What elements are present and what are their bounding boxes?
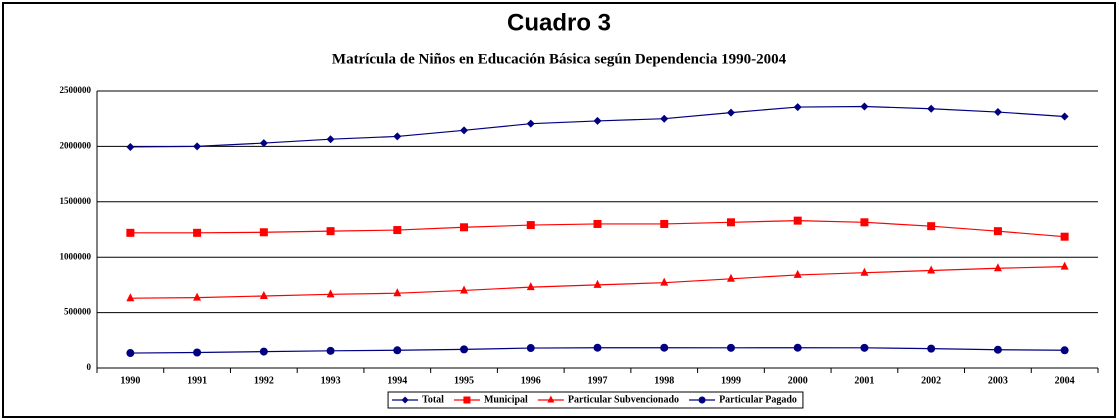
legend-label: Municipal xyxy=(484,394,528,405)
legend: Total Municipal Particular Subvencionado Pa… xyxy=(387,391,804,409)
x-tick-label: 2003 xyxy=(988,375,1008,386)
marker xyxy=(526,282,535,291)
x-tick-label: 1996 xyxy=(521,375,541,386)
marker xyxy=(193,142,202,151)
marker xyxy=(793,343,802,352)
marker xyxy=(860,267,869,276)
marker xyxy=(860,102,869,111)
marker xyxy=(593,116,602,125)
marker xyxy=(326,135,335,144)
marker xyxy=(927,265,936,274)
marker xyxy=(726,343,735,352)
x-tick-label: 1992 xyxy=(254,375,274,386)
x-tick-label: 1991 xyxy=(187,375,207,386)
chart-subtitle: Matrícula de Niños en Educación Básica s… xyxy=(332,51,787,67)
marker xyxy=(126,349,135,358)
legend-label: Particular Pagado xyxy=(719,394,797,405)
marker xyxy=(593,279,602,288)
marker xyxy=(259,228,268,237)
marker xyxy=(126,293,135,302)
marker xyxy=(126,228,135,237)
marker xyxy=(259,290,268,299)
marker xyxy=(593,343,602,352)
marker xyxy=(660,343,669,352)
marker xyxy=(193,228,202,237)
marker xyxy=(660,277,669,286)
y-tick-label: 500000 xyxy=(64,307,92,317)
x-tick-label: 2001 xyxy=(854,375,874,386)
x-tick-label: 1995 xyxy=(454,375,474,386)
marker xyxy=(393,226,402,235)
marker xyxy=(993,108,1002,117)
marker xyxy=(393,132,402,141)
x-tick-label: 1997 xyxy=(588,375,608,386)
marker xyxy=(326,289,335,298)
marker xyxy=(793,216,802,225)
marker xyxy=(698,396,706,404)
marker xyxy=(460,126,469,135)
marker xyxy=(993,263,1002,272)
marker xyxy=(1060,261,1069,270)
y-tick-label: 0 xyxy=(87,362,92,372)
legend-label: Total xyxy=(422,394,444,405)
marker xyxy=(460,345,469,354)
marker xyxy=(1060,232,1069,241)
marker xyxy=(927,104,936,113)
y-tick-label: 2000000 xyxy=(60,140,92,150)
x-tick-label: 2004 xyxy=(1055,375,1075,386)
marker xyxy=(460,285,469,294)
x-tick-label: 1994 xyxy=(387,375,407,386)
marker xyxy=(259,139,268,148)
marker xyxy=(460,223,469,232)
marker xyxy=(660,114,669,123)
x-tick-label: 1993 xyxy=(321,375,341,386)
marker xyxy=(860,343,869,352)
marker xyxy=(193,292,202,301)
marker xyxy=(726,218,735,227)
marker xyxy=(393,346,402,355)
x-tick-label: 2000 xyxy=(788,375,808,386)
marker xyxy=(793,269,802,278)
y-tick-label: 1500000 xyxy=(60,196,92,206)
marker xyxy=(993,227,1002,236)
marker xyxy=(126,142,135,151)
x-tick-label: 1998 xyxy=(654,375,674,386)
marker xyxy=(193,348,202,357)
marker xyxy=(526,119,535,128)
marker xyxy=(1060,112,1069,121)
marker xyxy=(526,221,535,230)
y-tick-label: 1000000 xyxy=(60,251,92,261)
marker xyxy=(547,395,555,403)
chart-title: Cuadro 3 xyxy=(507,9,611,36)
y-tick-label: 2500000 xyxy=(60,85,92,95)
marker xyxy=(526,344,535,353)
marker xyxy=(393,288,402,297)
legend-box xyxy=(387,391,804,409)
marker xyxy=(660,219,669,228)
marker xyxy=(259,347,268,356)
x-tick-label: 1990 xyxy=(120,375,140,386)
legend-label: Particular Subvencionado xyxy=(568,394,679,405)
marker xyxy=(793,103,802,112)
marker xyxy=(593,219,602,228)
marker xyxy=(726,108,735,117)
marker xyxy=(463,396,471,404)
marker xyxy=(726,273,735,282)
marker xyxy=(326,227,335,236)
x-tick-label: 2002 xyxy=(921,375,941,386)
x-tick-label: 1999 xyxy=(721,375,741,386)
marker xyxy=(1060,346,1069,355)
marker xyxy=(993,345,1002,354)
marker xyxy=(927,344,936,353)
marker xyxy=(326,346,335,355)
marker xyxy=(401,396,409,404)
marker xyxy=(927,222,936,231)
marker xyxy=(860,218,869,227)
